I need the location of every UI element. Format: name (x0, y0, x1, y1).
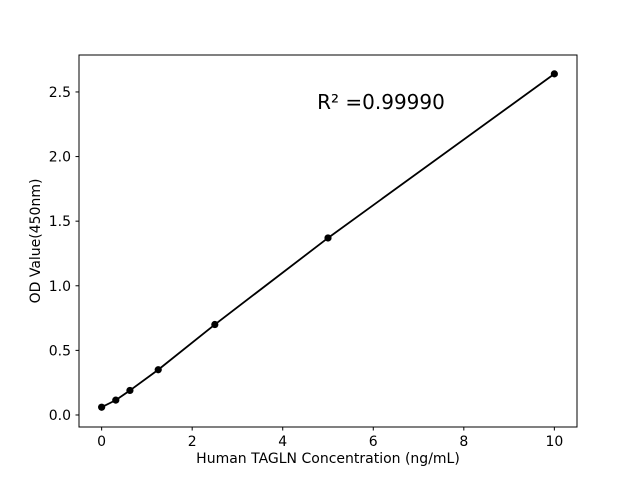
data-point (98, 403, 106, 411)
data-point (211, 320, 219, 329)
x-tick-label: 2 (188, 434, 197, 450)
data-points (98, 70, 558, 411)
data-point (154, 366, 162, 374)
x-axis-ticks: 0 2 4 6 8 10 (97, 427, 563, 450)
x-tick-label: 8 (459, 434, 468, 450)
x-tick-label: 4 (278, 434, 287, 450)
y-tick-label: 1.0 (49, 279, 71, 295)
y-tick-label: 1.5 (49, 214, 71, 230)
y-tick-label: 0.5 (49, 343, 71, 359)
y-tick-label: 0.0 (49, 408, 71, 424)
data-point (550, 70, 558, 78)
y-axis-ticks: 0.0 0.5 1.0 1.5 2.0 2.5 (49, 85, 79, 424)
y-tick-label: 2.0 (49, 150, 71, 166)
y-axis-label: OD Value(450nm) (28, 179, 44, 304)
x-axis-label: Human TAGLN Concentration (ng/mL) (196, 451, 460, 467)
plot-area (78, 54, 578, 428)
x-tick-label: 10 (545, 434, 563, 450)
data-point (126, 386, 134, 395)
x-tick-label: 0 (97, 434, 106, 450)
data-point (324, 234, 332, 242)
data-point (112, 396, 120, 404)
r-squared-annotation: R² =0.99990 (317, 90, 445, 114)
x-tick-label: 6 (369, 434, 378, 450)
y-tick-label: 2.5 (49, 85, 71, 101)
